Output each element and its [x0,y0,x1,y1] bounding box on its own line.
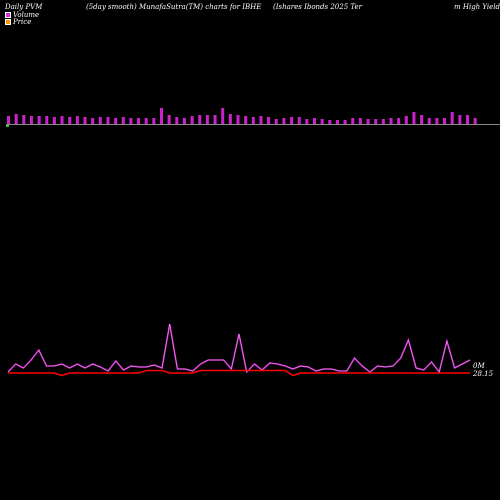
volume-bar [182,118,186,124]
volume-bar [198,115,202,124]
volume-bar [412,112,416,124]
legend-price-swatch [5,19,11,25]
volume-bar [244,116,248,124]
volume-bar [305,119,309,124]
volume-bar [420,115,424,124]
volume-bar [22,115,26,124]
volume-bar [37,116,41,124]
volume-bar [297,117,301,124]
volume-bar [274,119,278,124]
pvm-line-highlight [7,323,471,373]
volume-bar [52,117,56,124]
volume-bar [83,117,87,124]
pvm-lines [7,323,471,377]
volume-bar [290,117,294,124]
volume-bar [152,118,156,124]
volume-bar [221,108,225,124]
volume-bar [167,115,171,124]
fund-name-part1: (Ishares Ibonds 2025 Ter [273,3,362,11]
chart-title: (5day smooth) MunafaSutra(TM) charts for… [86,3,262,11]
volume-bar [397,118,401,124]
legend-volume: Volume [5,11,39,19]
volume-bar [267,117,271,124]
volume-bar [443,118,447,124]
legend-volume-label: Volume [13,11,40,19]
volume-bar [106,117,110,124]
volume-bar [251,117,255,124]
volume-bar [228,114,232,124]
price-line [8,369,470,377]
volume-bar [91,118,95,124]
volume-bar [190,116,194,124]
volume-bar [75,116,79,124]
volume-bar [389,118,393,124]
volume-bar-down [6,125,9,127]
volume-bar [98,117,102,124]
volume-bar [259,116,263,124]
volume-bars [6,108,500,127]
legend-price-label: Price [13,18,32,26]
volume-bar [7,116,10,124]
chart-label: Daily PVM [5,3,43,11]
volume-bar [466,115,469,124]
volume-bar [358,118,362,124]
volume-bar [129,118,133,124]
volume-bar [320,119,324,124]
volume-bar [114,118,118,124]
volume-bar [343,120,347,124]
legend-price: Price [5,18,31,26]
volume-bar [60,116,64,124]
volume-bar [137,118,141,124]
price-right-label: 28.15 [472,370,494,378]
volume-bar [381,119,385,124]
volume-bar [121,117,125,124]
volume-bar [374,119,378,124]
volume-bar [351,118,355,124]
fund-name-part2: m High Yield Inc [454,3,500,11]
volume-bar [335,120,339,124]
volume-bar [328,120,332,124]
volume-bar [213,115,217,124]
volume-bar [29,116,33,124]
volume-bar [45,116,49,124]
volume-bar [473,118,477,124]
pvm-line [7,323,471,374]
volume-bar [160,108,163,124]
volume-bar [282,118,286,124]
volume-bar [366,119,370,124]
volume-bar [313,118,316,124]
volume-bar [450,112,454,124]
volume-bar [14,114,18,124]
volume-bar [427,118,431,124]
volume-bar [435,118,439,124]
volume-bar [144,118,148,124]
volume-bar [404,116,408,124]
volume-bar [458,115,462,124]
volume-bar [175,117,179,124]
volume-bar [205,115,209,124]
legend-volume-swatch [5,12,11,18]
volume-bar [68,117,72,124]
volume-bar [236,115,240,124]
volume-right-label: 0M [473,362,485,370]
